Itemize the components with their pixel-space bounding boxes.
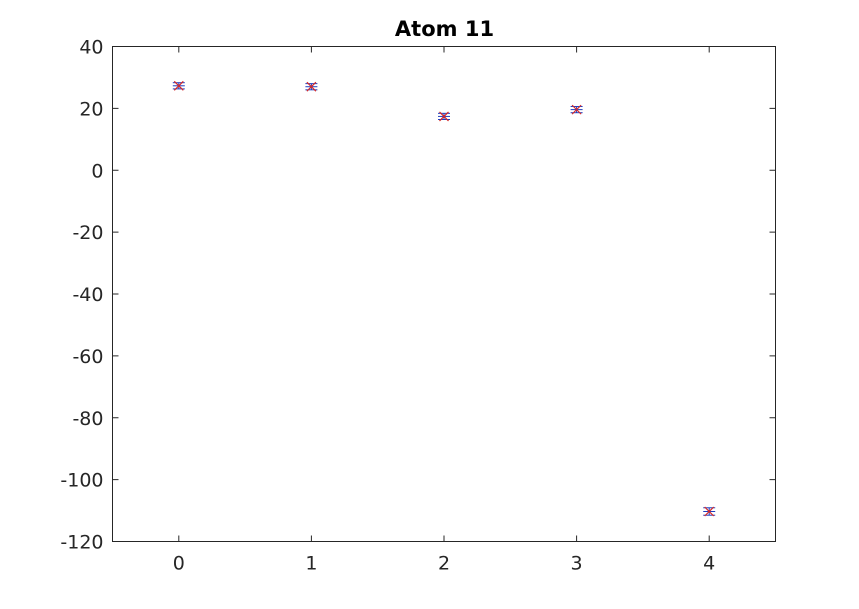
y-tick-label: 40: [79, 37, 103, 59]
x-tick-label: 4: [703, 553, 715, 575]
data-point: [306, 81, 317, 92]
data-point: [571, 104, 582, 115]
x-tick-label: 3: [571, 553, 583, 575]
data-points: [173, 80, 715, 517]
y-tick-label: -100: [60, 470, 103, 492]
y-tick-label: -120: [60, 532, 103, 554]
error-bars: [172, 82, 716, 516]
x-marker-stroke-b: [439, 111, 449, 122]
data-point: [173, 80, 184, 91]
x-tick-label: 1: [305, 553, 317, 575]
x-marker-stroke-b: [571, 104, 582, 115]
chart-title: Atom 11: [395, 17, 494, 41]
plot-area-frame: [112, 46, 776, 542]
y-tick-label: -80: [72, 408, 103, 430]
y-tick-label: 0: [91, 160, 103, 182]
axis-ticks: [112, 46, 776, 542]
x-tick-label: 0: [173, 553, 185, 575]
data-point: [704, 506, 715, 517]
x-marker-stroke-b: [306, 81, 317, 92]
y-tick-labels: 40 20 0 -20 -40 -60 -80 -100 -120: [60, 37, 103, 554]
x-tick-labels: 0 1 2 3 4: [173, 553, 715, 575]
x-tick-label: 2: [438, 553, 450, 575]
y-tick-label: 20: [79, 98, 103, 120]
y-tick-label: -60: [72, 346, 103, 368]
y-tick-label: -40: [72, 284, 103, 306]
x-marker-stroke-b: [704, 506, 715, 517]
data-point: [439, 111, 449, 122]
y-tick-label: -20: [72, 222, 103, 244]
x-marker-stroke-b: [173, 80, 184, 91]
